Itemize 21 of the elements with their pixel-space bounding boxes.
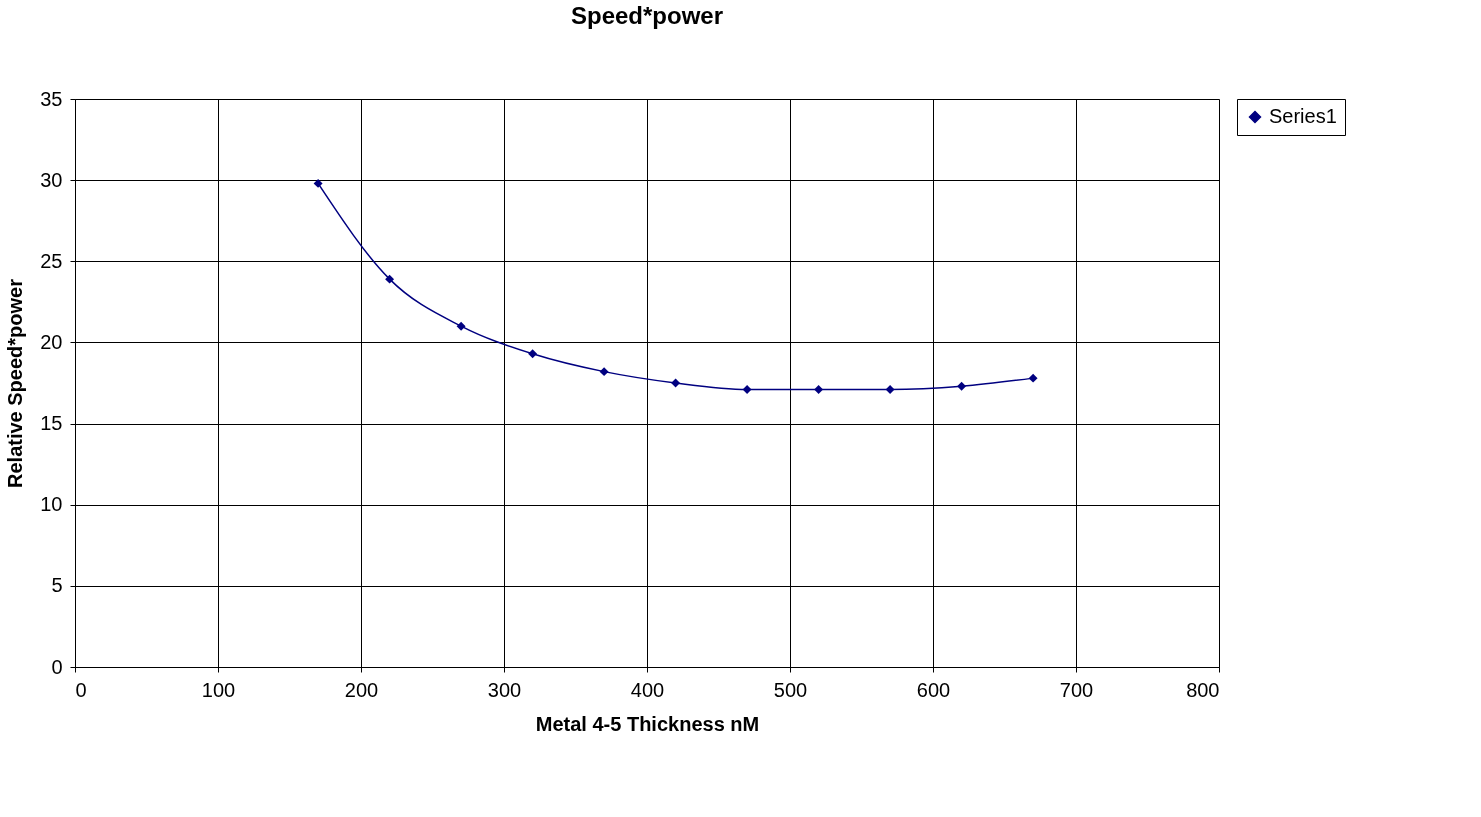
x-tick-label: 300 [487,678,522,701]
y-tick-label: 5 [51,574,63,597]
y-tick-label: 10 [40,493,63,516]
y-tick-label: 15 [40,412,63,435]
y-axis-title: Relative Speed*power [4,278,27,488]
y-tick-label: 35 [40,87,63,110]
y-tick-label: 25 [40,249,63,272]
x-tick-label: 600 [916,678,951,701]
y-tick-label: 20 [40,330,63,353]
x-tick-label: 200 [344,678,379,701]
x-tick-label: 700 [1059,678,1094,701]
x-tick-label: 100 [201,678,236,701]
x-tick-label: 500 [773,678,808,701]
x-axis-title: Metal 4-5 Thickness nM [535,712,760,735]
y-tick-label: 30 [40,168,63,191]
x-tick-label: 0 [75,678,87,701]
chart-title: Speed*power [570,2,724,29]
x-tick-label: 800 [1186,678,1220,701]
legend-label: Series1 [1269,105,1337,127]
y-tick-label: 0 [51,655,63,678]
x-tick-label: 400 [630,678,665,701]
